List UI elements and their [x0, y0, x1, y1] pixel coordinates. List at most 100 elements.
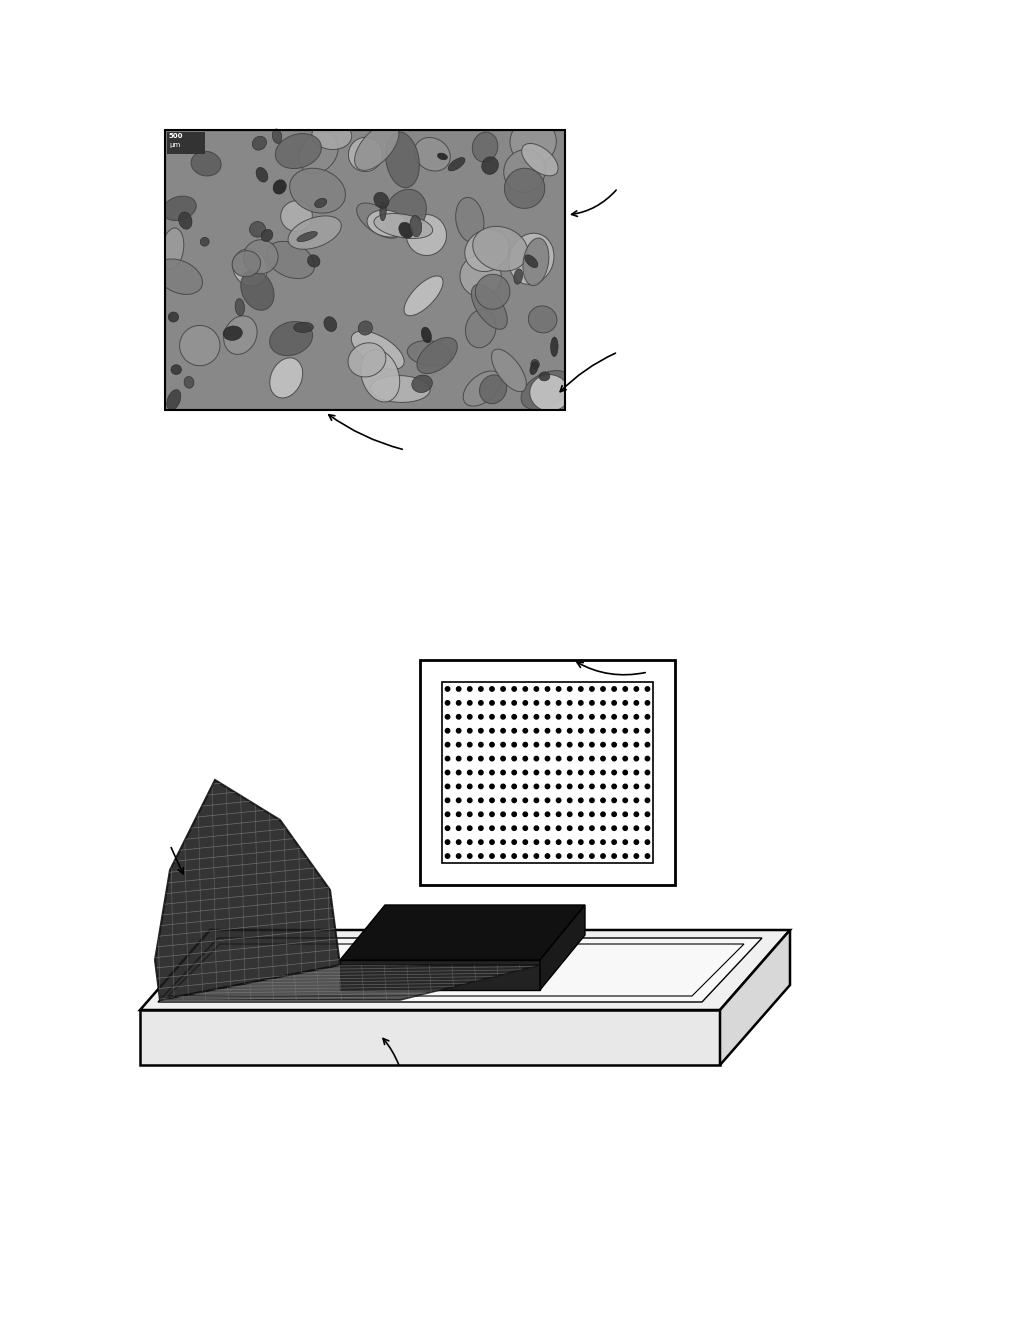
Circle shape: [645, 714, 649, 719]
Ellipse shape: [481, 157, 499, 174]
Circle shape: [535, 799, 539, 803]
Ellipse shape: [191, 152, 221, 176]
Ellipse shape: [492, 348, 526, 392]
Circle shape: [579, 854, 583, 858]
Circle shape: [579, 756, 583, 760]
Circle shape: [523, 742, 527, 747]
Circle shape: [634, 742, 639, 747]
Ellipse shape: [528, 306, 557, 333]
Circle shape: [489, 756, 495, 760]
Circle shape: [590, 756, 594, 760]
Circle shape: [634, 686, 639, 692]
Circle shape: [567, 742, 572, 747]
Circle shape: [590, 784, 594, 788]
Text: FIG. 25: FIG. 25: [396, 1151, 464, 1170]
Circle shape: [601, 756, 605, 760]
Circle shape: [645, 826, 649, 830]
Circle shape: [445, 840, 450, 845]
Ellipse shape: [163, 197, 197, 220]
Text: 500: 500: [169, 133, 183, 139]
Ellipse shape: [380, 202, 386, 220]
Ellipse shape: [374, 193, 389, 209]
Circle shape: [546, 771, 550, 775]
Ellipse shape: [473, 226, 527, 271]
Circle shape: [546, 714, 550, 719]
Circle shape: [601, 701, 605, 705]
Ellipse shape: [273, 180, 287, 194]
Circle shape: [489, 714, 495, 719]
Text: FIG. 24: FIG. 24: [331, 506, 398, 524]
Circle shape: [556, 686, 561, 692]
Ellipse shape: [156, 259, 203, 294]
Circle shape: [546, 686, 550, 692]
Circle shape: [612, 701, 616, 705]
Circle shape: [489, 784, 495, 788]
Circle shape: [645, 854, 649, 858]
Circle shape: [612, 742, 616, 747]
Ellipse shape: [348, 343, 386, 378]
Circle shape: [601, 686, 605, 692]
Circle shape: [523, 812, 527, 817]
Circle shape: [590, 714, 594, 719]
Circle shape: [445, 714, 450, 719]
Circle shape: [468, 714, 472, 719]
Ellipse shape: [465, 230, 509, 272]
Circle shape: [501, 701, 505, 705]
Circle shape: [567, 771, 572, 775]
Ellipse shape: [456, 198, 484, 242]
Circle shape: [523, 729, 527, 733]
Circle shape: [478, 714, 483, 719]
Circle shape: [579, 771, 583, 775]
Circle shape: [567, 714, 572, 719]
Circle shape: [546, 799, 550, 803]
Ellipse shape: [288, 216, 341, 249]
Circle shape: [556, 826, 561, 830]
Ellipse shape: [179, 213, 193, 230]
Circle shape: [634, 714, 639, 719]
Ellipse shape: [371, 376, 430, 403]
Circle shape: [645, 742, 649, 747]
Circle shape: [546, 812, 550, 817]
Circle shape: [489, 840, 495, 845]
Circle shape: [535, 701, 539, 705]
Bar: [442, 682, 653, 863]
Ellipse shape: [266, 242, 314, 279]
Circle shape: [567, 784, 572, 788]
Ellipse shape: [408, 341, 452, 366]
Ellipse shape: [524, 255, 538, 268]
Circle shape: [634, 784, 639, 788]
Circle shape: [590, 840, 594, 845]
Ellipse shape: [294, 322, 313, 333]
Circle shape: [601, 812, 605, 817]
Circle shape: [590, 812, 594, 817]
Circle shape: [468, 729, 472, 733]
Ellipse shape: [232, 251, 261, 277]
Ellipse shape: [299, 132, 338, 174]
Text: 452: 452: [410, 447, 439, 462]
Circle shape: [567, 812, 572, 817]
Ellipse shape: [551, 337, 558, 356]
Ellipse shape: [241, 271, 274, 310]
Circle shape: [623, 854, 628, 858]
Circle shape: [535, 756, 539, 760]
Circle shape: [489, 729, 495, 733]
Circle shape: [535, 771, 539, 775]
Ellipse shape: [384, 189, 426, 236]
Ellipse shape: [348, 137, 383, 172]
Circle shape: [590, 799, 594, 803]
Circle shape: [512, 771, 516, 775]
Ellipse shape: [360, 350, 399, 403]
Circle shape: [556, 729, 561, 733]
Ellipse shape: [437, 153, 447, 160]
Circle shape: [579, 686, 583, 692]
Circle shape: [512, 686, 516, 692]
Ellipse shape: [529, 375, 569, 412]
Circle shape: [489, 854, 495, 858]
Circle shape: [623, 701, 628, 705]
Circle shape: [623, 826, 628, 830]
Circle shape: [489, 742, 495, 747]
Circle shape: [556, 840, 561, 845]
Circle shape: [523, 799, 527, 803]
Ellipse shape: [314, 198, 327, 207]
Circle shape: [457, 840, 461, 845]
